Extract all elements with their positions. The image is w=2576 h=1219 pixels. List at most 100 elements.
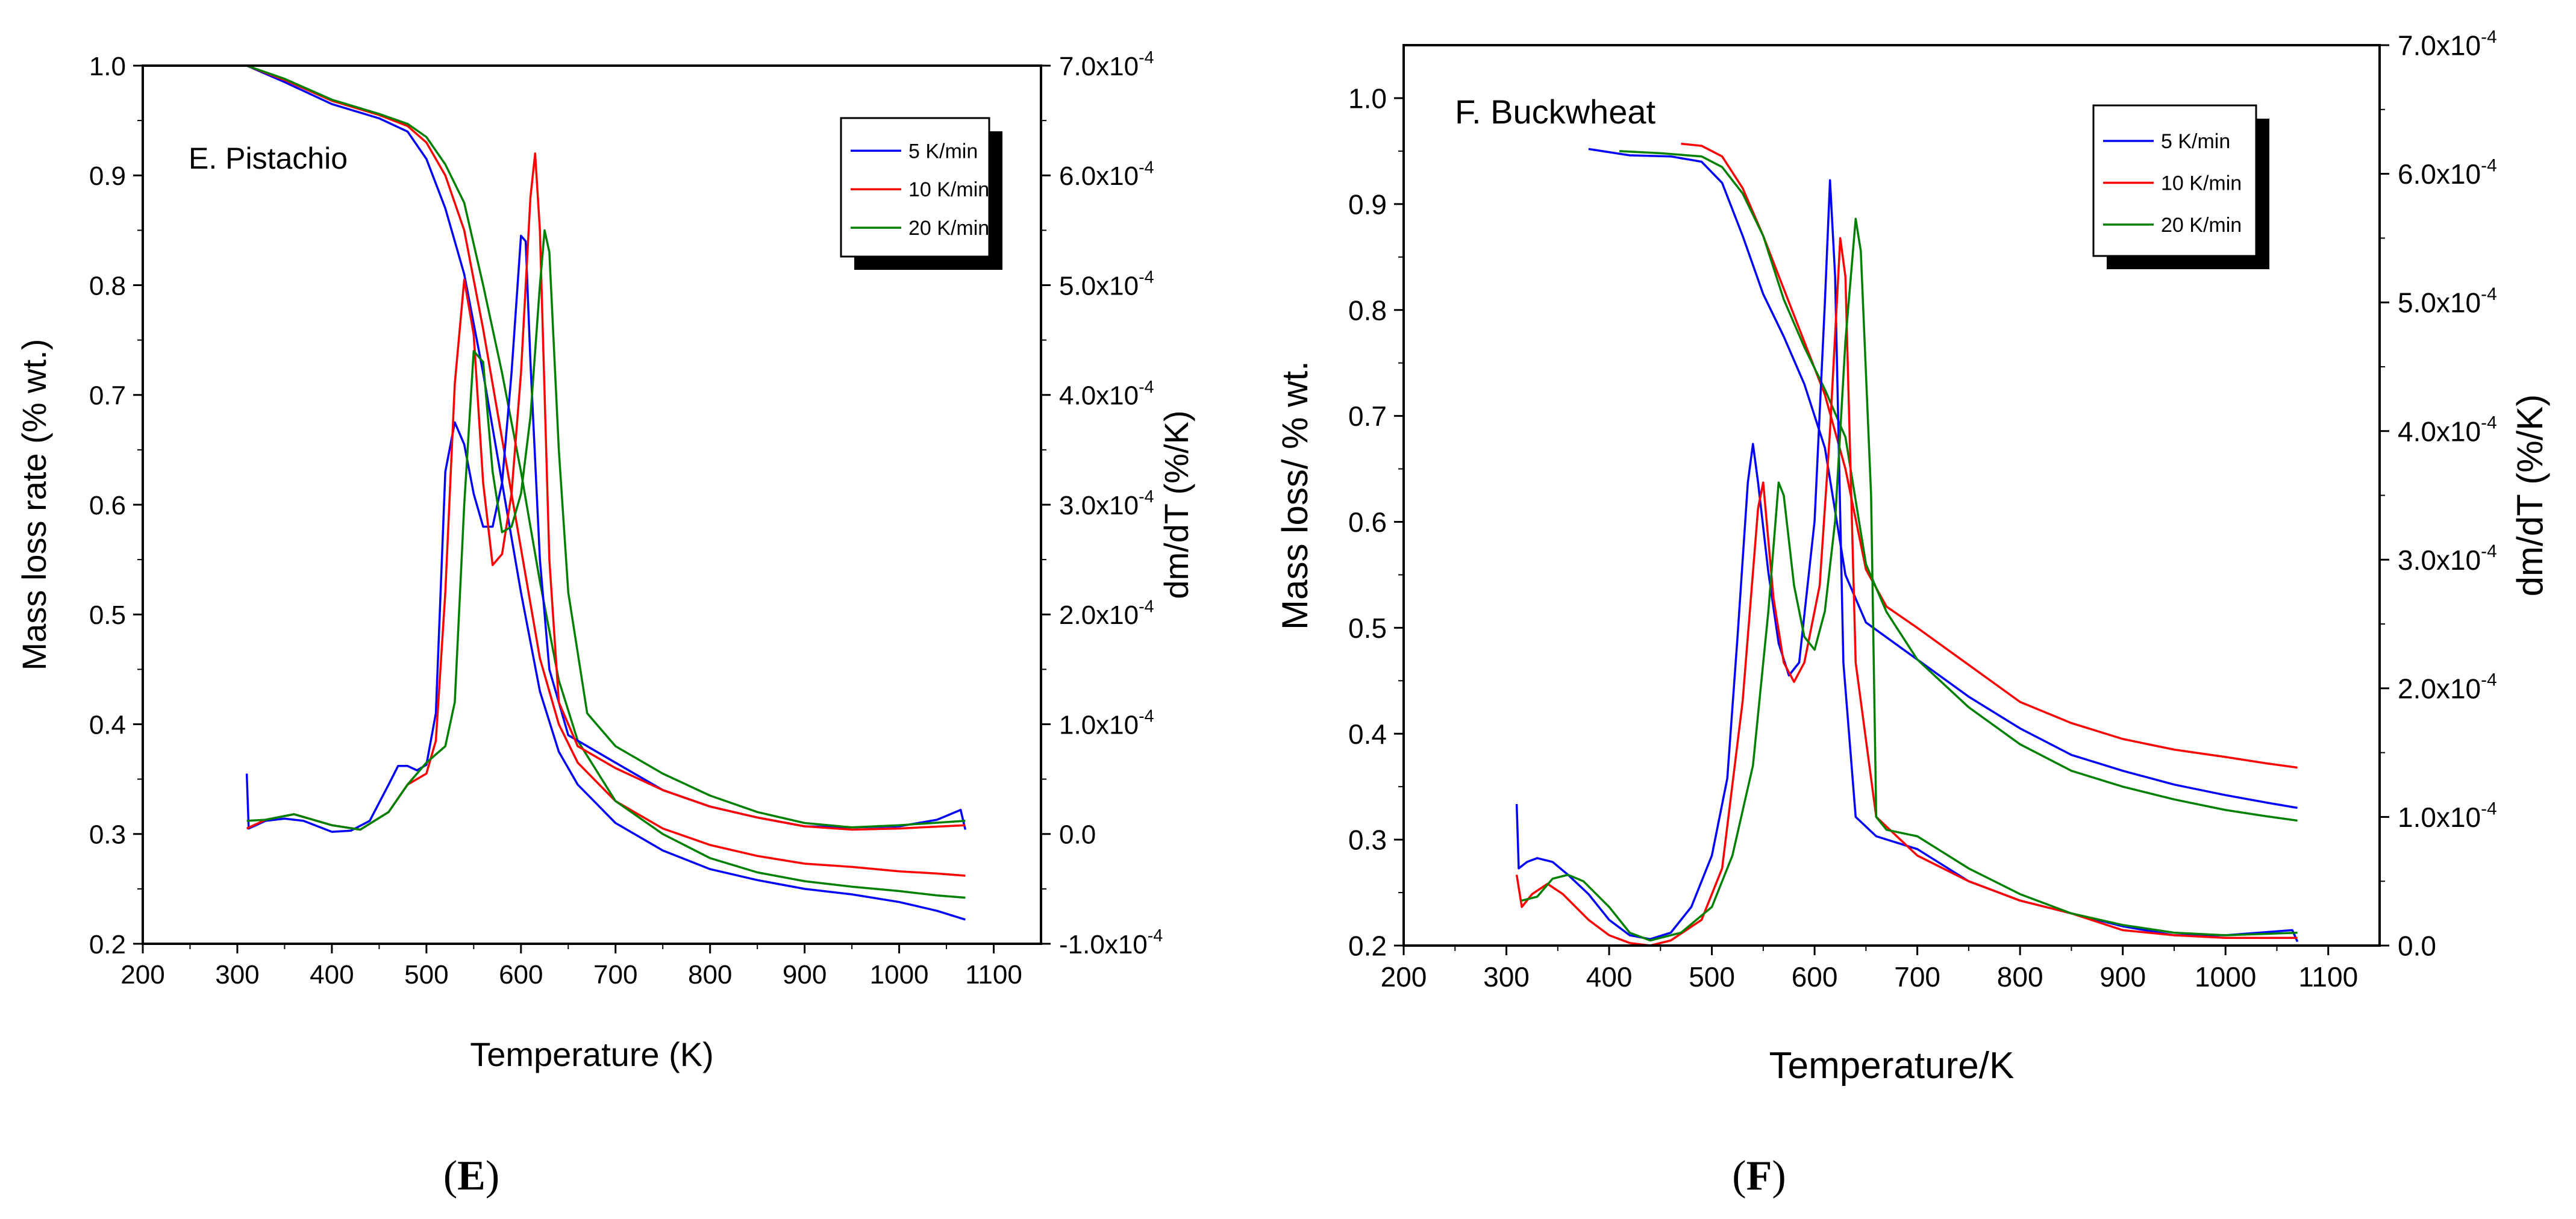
y2-tick-exponent-e: -4	[1148, 926, 1163, 946]
x-tick-label-e: 400	[310, 960, 354, 990]
x-tick-label-e: 900	[783, 960, 827, 990]
series-f-mass-20-k-min	[1619, 150, 2298, 822]
y2-tick-label-f: 0.0	[2398, 931, 2436, 962]
y2-tick-exponent-e: -4	[1139, 158, 1154, 177]
panel-caption-e: (E)	[443, 1153, 499, 1199]
y2-tick-mantissa-f: 2.0x10	[2398, 673, 2481, 704]
legend-e: 5 K/min 10 K/min 20 K/min	[840, 117, 1002, 270]
y2-tick-exponent-e: -4	[1139, 597, 1154, 616]
x-tick-label-e: 800	[688, 960, 732, 990]
y-tick-label-f: 0.7	[1348, 401, 1387, 432]
y2-tick-mantissa-e: -1.0x10	[1059, 930, 1148, 959]
x-tick-label-e: 700	[593, 960, 637, 990]
y2-tick-mantissa-f: 0.0	[2398, 931, 2436, 962]
y2-tick-label-e: 1.0x10-4	[1059, 707, 1154, 740]
y2-tick-mantissa-e: 6.0x10	[1059, 161, 1139, 191]
x-tick-label-f: 500	[1689, 961, 1735, 993]
y2-axis-label-e: dm/dT (%/K)	[1157, 410, 1195, 599]
x-tick-label-f: 1100	[2298, 961, 2358, 993]
plot-frame-e	[142, 64, 1042, 945]
y-tick-label-f: 0.6	[1348, 507, 1387, 538]
x-tick-label-f: 300	[1483, 961, 1530, 993]
x-tick-label-f: 600	[1792, 961, 1838, 993]
x-tick-label-e: 600	[499, 960, 543, 990]
series-e-rate-20-k-min	[246, 229, 966, 831]
y2-tick-label-f: 3.0x10-4	[2398, 541, 2497, 576]
y2-tick-label-f: 7.0x10-4	[2398, 27, 2497, 61]
y-tick-label-f: 0.2	[1348, 931, 1387, 962]
caption-open-f: (	[1732, 1153, 1746, 1199]
y2-tick-label-e: 7.0x10-4	[1059, 48, 1154, 81]
y2-tick-label-f: 1.0x10-4	[2398, 799, 2497, 833]
caption-close-e: )	[486, 1153, 499, 1199]
caption-letter-f: F	[1746, 1153, 1772, 1199]
y2-tick-mantissa-f: 4.0x10	[2398, 416, 2481, 447]
x-tick-label-e: 500	[404, 960, 448, 990]
y2-tick-mantissa-e: 3.0x10	[1059, 491, 1139, 520]
y2-tick-exponent-e: -4	[1139, 268, 1154, 287]
y2-tick-label-e: 0.0	[1059, 820, 1096, 850]
x-tick-label-f: 400	[1586, 961, 1633, 993]
y2-tick-mantissa-e: 5.0x10	[1059, 271, 1139, 301]
y2-tick-mantissa-e: 7.0x10	[1059, 52, 1139, 81]
y2-tick-mantissa-f: 1.0x10	[2398, 802, 2481, 833]
legend-label-e: 5 K/min	[908, 140, 978, 163]
y2-tick-mantissa-f: 7.0x10	[2398, 30, 2481, 61]
panel-caption-f: (F)	[1732, 1153, 1786, 1199]
y2-axis-label-f: dm/dT (%/K)	[2510, 394, 2550, 597]
y2-tick-label-e: 3.0x10-4	[1059, 487, 1154, 520]
y2-tick-label-e: 6.0x10-4	[1059, 158, 1154, 191]
y-axis-label-e: Mass loss rate (% wt.)	[15, 339, 53, 671]
y-tick-label-e: 0.8	[89, 271, 126, 301]
x-axis-label-e: Temperature (K)	[470, 1035, 714, 1073]
caption-close-f: )	[1772, 1153, 1786, 1199]
y2-tick-exponent-f: -4	[2481, 799, 2497, 818]
series-e-mass-20-k-min	[246, 64, 966, 899]
y-tick-label-e: 1.0	[89, 52, 126, 81]
y2-tick-exponent-f: -4	[2481, 413, 2497, 433]
series-e-mass-5-k-min	[246, 64, 966, 921]
x-tick-label-e: 200	[120, 960, 164, 990]
legend-box-e	[840, 117, 990, 258]
legend-label-f: 10 K/min	[2161, 172, 2242, 195]
y2-tick-exponent-e: -4	[1139, 48, 1154, 67]
y-tick-label-e: 0.4	[89, 710, 126, 740]
y2-tick-exponent-f: -4	[2481, 284, 2497, 304]
x-tick-label-f: 1000	[2195, 961, 2256, 993]
y-tick-label-e: 0.2	[89, 930, 126, 959]
y2-tick-label-e: 2.0x10-4	[1059, 597, 1154, 630]
plot-frame-f	[1402, 44, 2381, 947]
y-tick-label-e: 0.5	[89, 600, 126, 630]
series-f-mass-5-k-min	[1588, 148, 2298, 809]
y-tick-label-f: 0.5	[1348, 613, 1387, 644]
y2-tick-mantissa-e: 4.0x10	[1059, 381, 1139, 411]
y-tick-label-f: 0.9	[1348, 189, 1387, 220]
y-axis-label-f: Mass loss/ % wt.	[1275, 361, 1315, 630]
x-tick-label-f: 200	[1381, 961, 1427, 993]
series-e-mass-10-k-min	[246, 64, 966, 877]
panel-title-e: E. Pistachio	[189, 142, 348, 175]
y-tick-label-f: 0.3	[1348, 825, 1387, 856]
y2-tick-label-f: 5.0x10-4	[2398, 284, 2497, 319]
x-tick-label-f: 900	[2099, 961, 2146, 993]
y-tick-label-f: 0.8	[1348, 295, 1387, 326]
y2-tick-mantissa-f: 5.0x10	[2398, 287, 2481, 319]
panel-title-f: F. Buckwheat	[1455, 93, 1655, 131]
legend-label-e: 10 K/min	[908, 178, 989, 201]
panel-f: 200 300 400 500 600 700 800 900 1000 1100 0.2 0.3 0.…	[1275, 27, 2550, 1199]
caption-letter-e: E	[457, 1153, 486, 1199]
y-tick-label-e: 0.3	[89, 820, 126, 850]
y2-tick-exponent-e: -4	[1139, 487, 1154, 507]
y2-tick-exponent-f: -4	[2481, 155, 2497, 175]
y2-tick-label-f: 2.0x10-4	[2398, 670, 2497, 705]
y2-tick-label-f: 6.0x10-4	[2398, 155, 2497, 190]
x-axis-label-f: Temperature/K	[1769, 1045, 2015, 1086]
y-tick-label-e: 0.6	[89, 491, 126, 520]
y2-tick-label-e: -1.0x10-4	[1059, 926, 1163, 959]
y-tick-label-e: 0.7	[89, 381, 126, 411]
legend-label-f: 5 K/min	[2161, 130, 2230, 153]
y2-tick-label-f: 4.0x10-4	[2398, 413, 2497, 447]
y2-tick-mantissa-e: 0.0	[1059, 820, 1096, 850]
series-f-rate-20-k-min	[1521, 217, 2298, 942]
